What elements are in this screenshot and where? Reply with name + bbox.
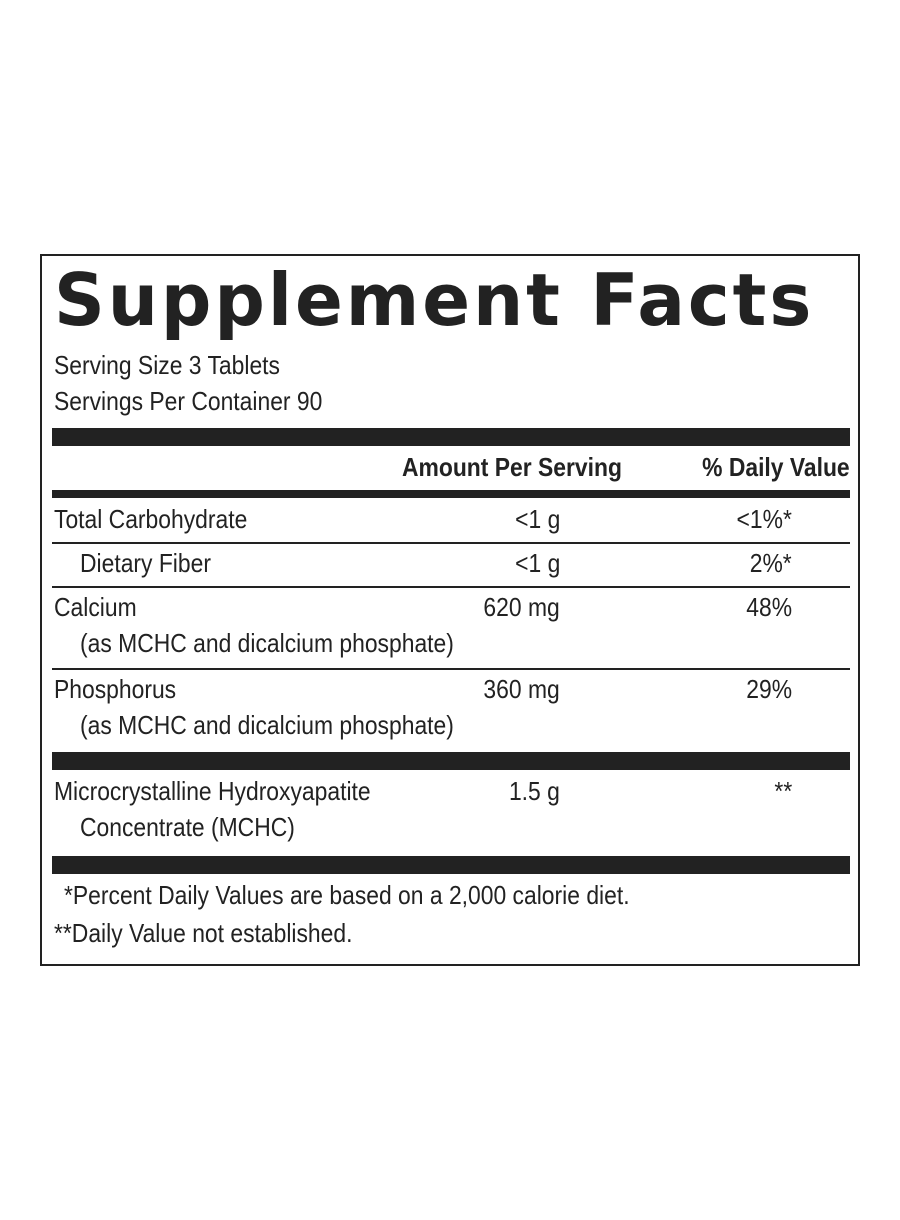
rule	[52, 542, 850, 544]
nutrient-name: Total Carbohydrate	[54, 504, 248, 534]
title: Supplement Facts	[54, 258, 815, 342]
amount: <1 g	[514, 504, 560, 534]
rule	[52, 752, 850, 770]
rule	[52, 856, 850, 874]
nutrient-name: Phosphorus	[54, 674, 177, 704]
rule	[52, 586, 850, 588]
daily-value: 29%	[746, 674, 792, 704]
dv-header: % Daily Value	[702, 452, 850, 482]
facts-panel: Supplement Facts Serving Size 3 Tablets …	[40, 254, 860, 966]
servings-per-container: Servings Per Container 90	[54, 386, 323, 416]
nutrient-note: (as MCHC and dicalcium phosphate)	[80, 628, 454, 658]
nutrient-name: Dietary Fiber	[80, 548, 211, 578]
rule	[52, 668, 850, 670]
daily-value: 2%*	[750, 548, 792, 578]
daily-value: <1%*	[736, 504, 792, 534]
daily-value: **	[774, 776, 792, 806]
serving-size: Serving Size 3 Tablets	[54, 350, 280, 380]
daily-value: 48%	[746, 592, 792, 622]
amount: 620 mg	[483, 592, 560, 622]
nutrient-name: Calcium	[54, 592, 137, 622]
rule	[52, 490, 850, 498]
amount-header: Amount Per Serving	[402, 452, 622, 482]
footnote: *Percent Daily Values are based on a 2,0…	[64, 880, 630, 910]
amount: 1.5 g	[509, 776, 560, 806]
nutrient-name: Microcrystalline Hydroxyapatite	[54, 776, 371, 806]
amount: 360 mg	[483, 674, 560, 704]
rule	[52, 428, 850, 446]
nutrient-note: Concentrate (MCHC)	[80, 812, 295, 842]
amount: <1 g	[514, 548, 560, 578]
footnote: **Daily Value not established.	[54, 918, 353, 948]
nutrient-note: (as MCHC and dicalcium phosphate)	[80, 710, 454, 740]
